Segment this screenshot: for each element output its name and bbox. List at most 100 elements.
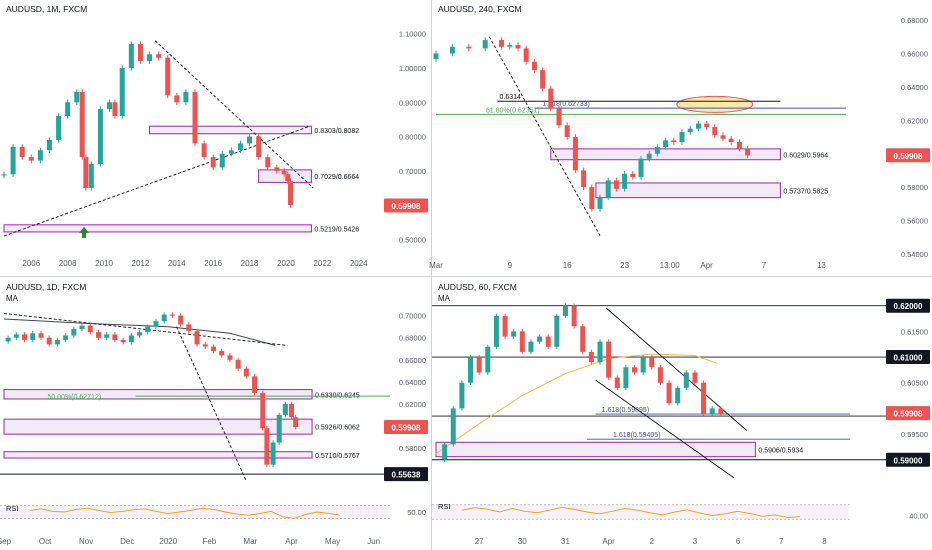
- h1-candle: [623, 367, 629, 388]
- h1-candle: [511, 331, 517, 337]
- h4-candle: [515, 45, 521, 49]
- h1-level-tag-1-bg: [886, 350, 930, 365]
- daily-zone-2: [3, 451, 313, 459]
- monthly-price-tag: 0.59908: [392, 202, 421, 211]
- h4-x-tick: Mar: [429, 261, 443, 270]
- h1-level-tag-0-bg: [886, 298, 930, 313]
- daily-title: AUDUSD, 1D, FXCM: [6, 282, 86, 292]
- daily-candle: [63, 335, 69, 340]
- daily-candle: [137, 332, 143, 336]
- monthly-title: AUDUSD, 1M, FXCM: [6, 4, 87, 14]
- h1-candle: [683, 372, 689, 388]
- monthly-candle: [65, 102, 71, 116]
- h1-candle: [450, 408, 456, 445]
- h1-candle: [640, 357, 646, 373]
- h4-candle: [449, 46, 455, 54]
- daily-candle: [54, 339, 60, 345]
- monthly-candle: [10, 146, 16, 175]
- monthly-x-tick: 2024: [350, 259, 368, 268]
- h1-level-tag-1: 0.61000: [894, 354, 923, 363]
- h1-candle: [580, 326, 586, 352]
- h1-rsi-label: RSI: [438, 502, 451, 511]
- daily-candle: [46, 337, 52, 345]
- h1-zone-0: [435, 441, 756, 458]
- h4-candle: [466, 46, 472, 49]
- daily-candle: [219, 350, 225, 356]
- daily-indicator-label: MA: [6, 294, 19, 303]
- monthly-x-tick: 2020: [277, 259, 295, 268]
- h4-candle: [704, 123, 710, 127]
- monthly-zone-label-2: 0.5219/0.5426: [314, 226, 359, 233]
- daily-candle: [293, 417, 299, 428]
- daily-zone-1: [3, 418, 313, 435]
- monthly-candle: [265, 157, 271, 168]
- monthly-candle: [19, 146, 25, 158]
- h4-zone-label-0: 0.6029/0.5964: [783, 152, 828, 159]
- monthly-x-tick: 2022: [313, 259, 331, 268]
- h1-candle: [632, 367, 638, 373]
- h1-channel-line-1: [595, 379, 735, 479]
- daily-rsi-line: [29, 507, 341, 519]
- monthly-candle: [247, 136, 253, 144]
- h4-candle: [712, 126, 718, 136]
- monthly-candle: [97, 109, 103, 164]
- h1-rsi-band: [433, 504, 849, 520]
- h1-candle: [597, 341, 603, 363]
- monthly-candle: [147, 54, 153, 62]
- h1-candle: [476, 357, 482, 373]
- h4-x-tick: 9: [508, 261, 513, 270]
- daily-y-tick: 0.58000: [399, 444, 426, 453]
- h4-candle: [605, 180, 611, 198]
- h4-trendline-0: [488, 36, 601, 236]
- h1-level-tag-2-bg: [886, 452, 930, 467]
- h1-candle: [502, 315, 508, 337]
- h4-candle: [622, 173, 628, 189]
- daily-candle: [120, 339, 126, 343]
- monthly-x-tick: 2012: [132, 259, 150, 268]
- h1-price-tag: 0.59908: [894, 410, 923, 419]
- daily-candle: [112, 334, 118, 340]
- monthly-candle: [28, 157, 34, 161]
- monthly-candle: [192, 92, 198, 144]
- h1-candle: [485, 346, 491, 373]
- daily-candle: [169, 314, 175, 316]
- daily-candle: [38, 333, 44, 338]
- h4-candle: [671, 140, 677, 143]
- h1-x-tick: 27: [475, 537, 484, 546]
- h1-zone-label-0: 0.5906/0.5934: [758, 447, 803, 454]
- h1-x-tick: 8: [822, 537, 827, 546]
- h4-candle: [499, 40, 505, 47]
- h4-y-tick: 0.54000: [901, 250, 928, 259]
- h1-candle: [537, 336, 543, 342]
- h1-candle: [519, 331, 525, 352]
- h4-candle: [630, 173, 636, 178]
- monthly-candle: [128, 44, 134, 68]
- monthly-y-tick: 0.80000: [399, 133, 426, 142]
- daily-support-tag: 0.55638: [392, 471, 421, 480]
- daily-candle: [235, 359, 241, 369]
- monthly-trendline-1: [154, 40, 314, 189]
- up-arrow-icon: [79, 226, 90, 238]
- h4-candle: [572, 137, 578, 171]
- h1-price-tag-bg: [886, 406, 930, 421]
- h4-y-tick: 0.56000: [901, 217, 928, 226]
- monthly-candle: [281, 170, 287, 175]
- h1-x-tick: 7: [779, 537, 784, 546]
- monthly-candle: [79, 92, 85, 158]
- h1-x-tick: 2: [650, 537, 655, 546]
- daily-candle: [13, 334, 19, 338]
- daily-x-tick: Oct: [39, 537, 52, 546]
- h4-candle: [654, 147, 660, 154]
- h4-x-tick: 16: [563, 261, 572, 270]
- daily-y-tick: 0.70000: [399, 312, 426, 321]
- h4-y-tick: 0.66000: [901, 49, 928, 58]
- monthly-candle: [183, 92, 189, 103]
- daily-zone-label-1: 0.5926/0.6062: [315, 425, 360, 432]
- h4-candle: [646, 153, 652, 159]
- h4-x-tick: Apr: [700, 261, 713, 270]
- h1-level-tag-0: 0.62000: [894, 302, 923, 311]
- h4-x-tick: 23: [620, 261, 629, 270]
- h4-candle: [745, 148, 751, 156]
- h4-candle: [556, 108, 562, 126]
